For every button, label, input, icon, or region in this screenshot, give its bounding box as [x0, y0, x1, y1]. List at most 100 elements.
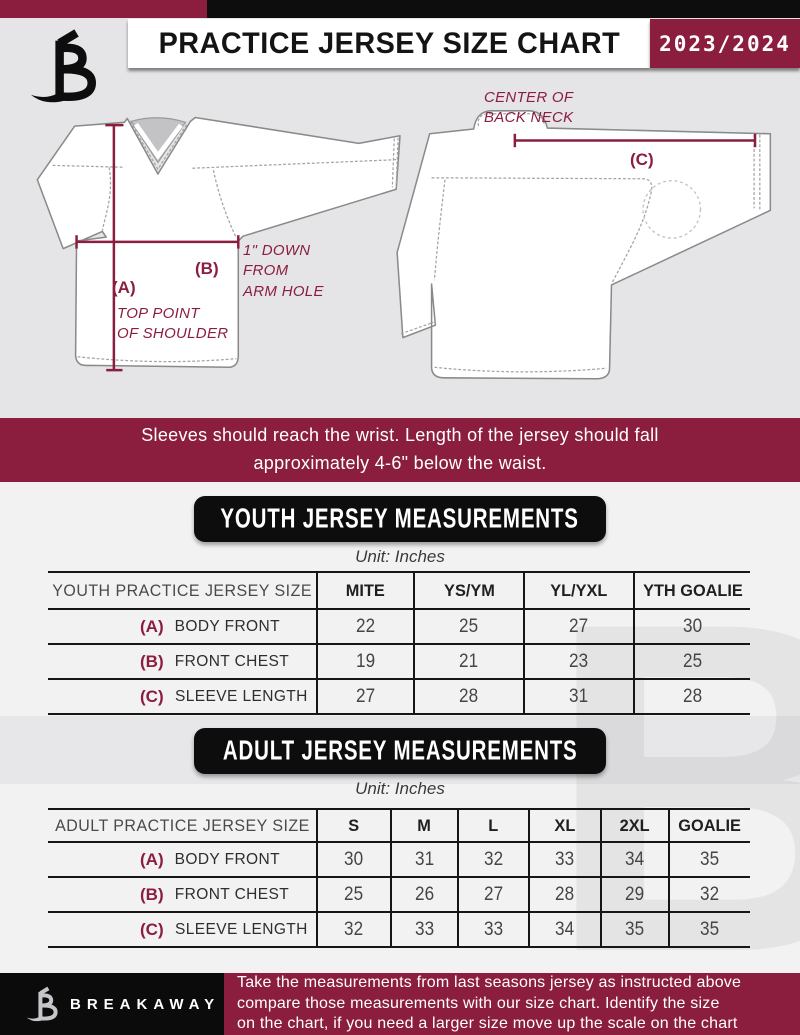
adult-size-col-s: S: [348, 815, 360, 835]
front-seam-stitching: [52, 121, 399, 363]
footer-instructions-box: Take the measurements from last seasons …: [224, 973, 800, 1035]
adult-table-header-row: ADULT PRACTICE JERSEY SIZE S M L XL 2XL …: [48, 810, 750, 843]
row-tag: (A): [140, 616, 164, 636]
row-label: FRONT CHEST: [174, 652, 289, 670]
back-measure-lines: [513, 133, 757, 148]
row-label: FRONT CHEST: [174, 885, 289, 903]
brand-watermark: B: [545, 525, 800, 1035]
cell-value: 23: [569, 650, 589, 672]
cell-value: 27: [483, 883, 504, 905]
measure-c-label: (C): [630, 150, 654, 169]
cell-value: 32: [483, 848, 504, 870]
footer-breakaway-logo-icon: [26, 986, 58, 1022]
cell-value: 25: [344, 883, 364, 905]
youth-unit-label: Unit: Inches: [355, 547, 445, 566]
youth-row-front-chest: (B) FRONT CHEST 19 21 23 25: [48, 645, 750, 680]
footer-instructions-text: Take the measurements from last seasons …: [237, 974, 742, 1033]
front-collar-band: [133, 122, 183, 160]
cell-value: 25: [682, 650, 703, 672]
cell-value: 28: [682, 685, 703, 707]
cell-value: 19: [355, 650, 376, 672]
row-tag: (B): [140, 884, 164, 904]
row-tag: (A): [140, 849, 164, 869]
cell-value: 31: [569, 685, 589, 707]
cell-value: 32: [700, 883, 720, 905]
youth-size-table: YOUTH PRACTICE JERSEY SIZE MITE YS/YM YL…: [48, 571, 750, 715]
youth-size-col-ysym: YS/YM: [443, 580, 495, 600]
adult-unit-label: Unit: Inches: [355, 779, 445, 798]
youth-section-banner: YOUTH JERSEY MEASUREMENTS: [194, 496, 606, 542]
top-bar-maroon: [0, 0, 207, 18]
adult-size-col-xl: XL: [554, 815, 576, 835]
breakaway-monogram-icon: [30, 29, 97, 103]
youth-size-col-goalie: YTH GOALIE: [642, 580, 743, 600]
row-label: SLEEVE LENGTH: [174, 920, 308, 938]
season-badge: 2023/2024: [650, 19, 800, 68]
cell-value: 30: [682, 615, 703, 637]
cell-value: 25: [459, 615, 479, 637]
cell-value: 22: [355, 615, 376, 637]
cell-value: 32: [344, 918, 364, 940]
cell-value: 28: [459, 685, 479, 707]
cell-value: 33: [414, 918, 435, 940]
adult-row-body-front: (A) BODY FRONT 30 31 32 33 34 35: [48, 843, 750, 878]
jersey-diagrams: [36, 110, 772, 380]
adult-size-table: ADULT PRACTICE JERSEY SIZE S M L XL 2XL …: [48, 808, 750, 948]
page-title: PRACTICE JERSEY SIZE CHART: [158, 26, 620, 60]
measure-a-label: (A): [112, 278, 136, 297]
adult-table-title-cell: ADULT PRACTICE JERSEY SIZE: [54, 815, 310, 835]
front-jersey-diagram: [36, 116, 401, 372]
arm-hole-note: 1" DOWN FROM ARM HOLE: [243, 242, 324, 300]
cell-value: 35: [700, 848, 720, 870]
cell-value: 33: [555, 848, 575, 870]
measure-b-label: (B): [195, 259, 219, 278]
youth-table-header-row: YOUTH PRACTICE JERSEY SIZE MITE YS/YM YL…: [48, 573, 750, 610]
row-tag: (B): [140, 651, 164, 671]
cell-value: 33: [483, 918, 504, 940]
logo-lower-bowl: [59, 64, 97, 102]
youth-row-body-front: (A) BODY FRONT 22 25 27 30: [48, 610, 750, 645]
adult-size-col-l: L: [488, 815, 499, 835]
cell-value: 35: [700, 918, 720, 940]
breakaway-logo-icon: [20, 22, 106, 115]
cell-value: 34: [555, 918, 575, 940]
row-label: SLEEVE LENGTH: [174, 687, 308, 705]
back-jersey-outline: [396, 110, 772, 380]
adult-size-col-2xl: 2XL: [620, 815, 650, 835]
footer-brand-box: BREAKAWAY: [0, 973, 224, 1035]
cell-value: 34: [625, 848, 645, 870]
page-title-box: PRACTICE JERSEY SIZE CHART: [128, 19, 650, 68]
youth-size-col-ylyxl: YL/YXL: [550, 580, 608, 600]
cell-value: 26: [414, 883, 435, 905]
adult-row-sleeve-length: (C) SLEEVE LENGTH 32 33 33 34 35 35: [48, 913, 750, 948]
logo-flick: [30, 93, 64, 103]
front-measure-lines: [75, 123, 240, 372]
footer-brand-name: BREAKAWAY: [70, 995, 221, 1013]
shoulder-point-note: TOP POINT OF SHOULDER: [117, 305, 229, 343]
cell-value: 28: [555, 883, 575, 905]
center-back-neck-note: CENTER OF BACK NECK: [484, 89, 574, 127]
row-label: BODY FRONT: [174, 617, 280, 635]
row-label: BODY FRONT: [174, 850, 280, 868]
back-jersey-diagram: [396, 110, 772, 380]
youth-row-sleeve-length: (C) SLEEVE LENGTH 27 28 31 28: [48, 680, 750, 715]
cell-value: 31: [414, 848, 435, 870]
cell-value: 27: [355, 685, 376, 707]
adult-row-front-chest: (B) FRONT CHEST 25 26 27 28 29 32: [48, 878, 750, 913]
cell-value: 29: [625, 883, 645, 905]
cell-value: 27: [569, 615, 589, 637]
fit-note-text: Sleeves should reach the wrist. Length o…: [141, 425, 659, 473]
adult-section-banner: ADULT JERSEY MEASUREMENTS: [194, 728, 606, 774]
cell-value: 21: [459, 650, 479, 672]
youth-size-col-mite: MITE: [345, 580, 385, 600]
row-tag: (C): [140, 686, 164, 706]
youth-section-title: YOUTH JERSEY MEASUREMENTS: [220, 503, 580, 534]
back-seam-stitching: [400, 113, 761, 373]
youth-table-title-cell: YOUTH PRACTICE JERSEY SIZE: [52, 580, 312, 600]
season-label: 2023/2024: [659, 31, 791, 56]
elbow-pad-outline: [642, 180, 702, 239]
adult-size-col-m: M: [417, 815, 432, 835]
front-collar-inset: [130, 117, 187, 164]
cell-value: 30: [344, 848, 364, 870]
fit-note-banner: Sleeves should reach the wrist. Length o…: [0, 418, 800, 482]
